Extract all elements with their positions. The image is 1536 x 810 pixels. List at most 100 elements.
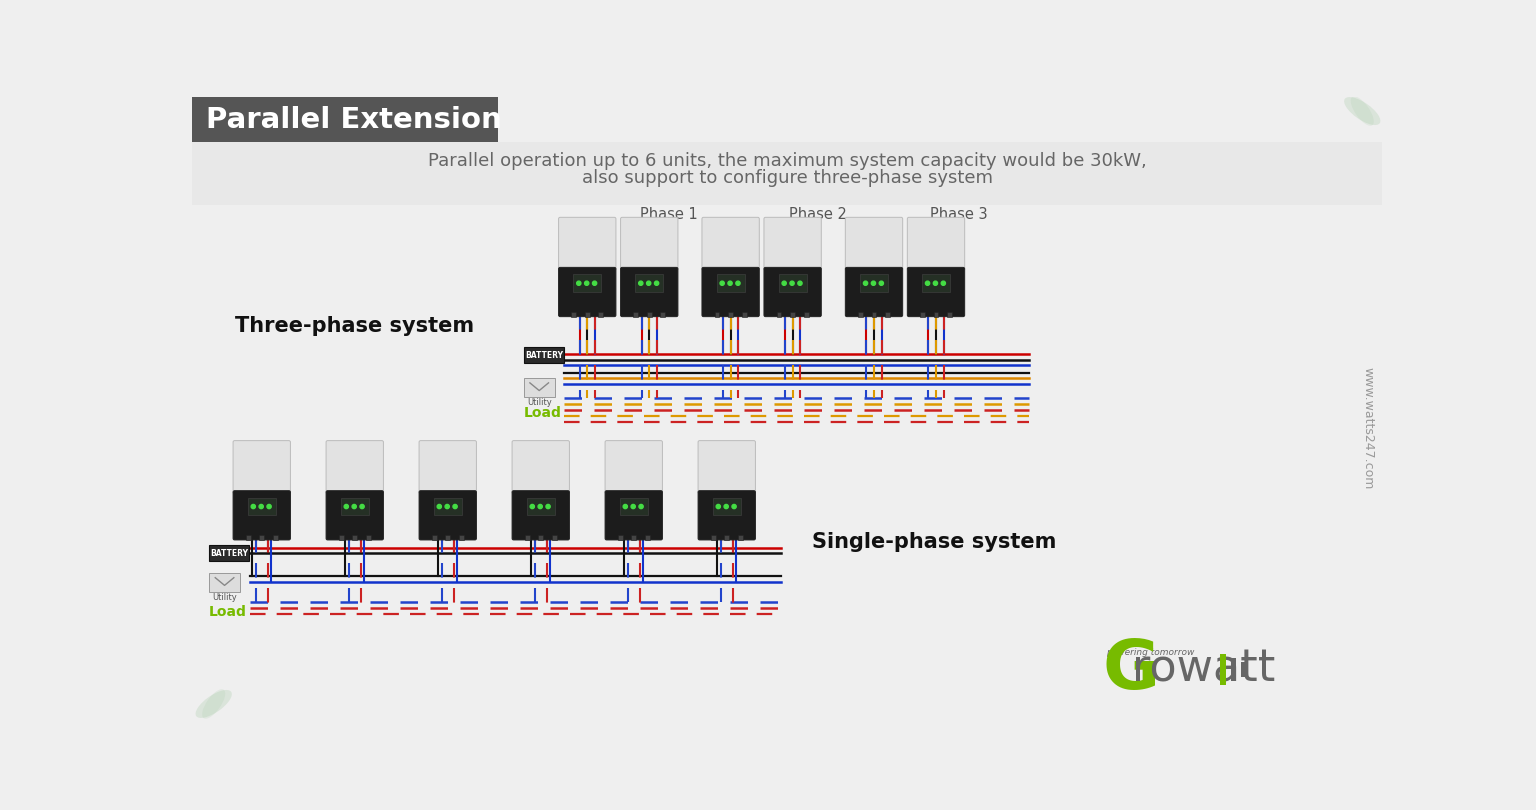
Bar — [713, 498, 740, 515]
FancyBboxPatch shape — [326, 491, 384, 540]
FancyBboxPatch shape — [419, 491, 476, 540]
FancyBboxPatch shape — [908, 267, 965, 317]
Circle shape — [624, 505, 627, 509]
Text: also support to configure three-phase system: also support to configure three-phase sy… — [582, 169, 992, 187]
FancyBboxPatch shape — [559, 267, 616, 317]
Bar — [777, 312, 782, 317]
Circle shape — [728, 281, 733, 285]
Bar — [366, 535, 370, 540]
Bar — [885, 312, 889, 317]
Bar — [647, 312, 651, 317]
FancyBboxPatch shape — [697, 491, 756, 540]
Circle shape — [593, 281, 596, 285]
Bar — [922, 275, 951, 292]
Text: BATTERY: BATTERY — [525, 351, 562, 360]
Circle shape — [453, 505, 458, 509]
FancyBboxPatch shape — [697, 441, 756, 494]
Bar — [716, 275, 745, 292]
Bar — [246, 535, 250, 540]
FancyBboxPatch shape — [702, 217, 759, 271]
Ellipse shape — [203, 689, 226, 718]
Text: Single-phase system: Single-phase system — [813, 532, 1057, 552]
Bar — [585, 312, 590, 317]
Text: www.watts247.com: www.watts247.com — [1362, 367, 1375, 489]
Circle shape — [585, 281, 588, 285]
Bar — [459, 535, 464, 540]
Circle shape — [654, 281, 659, 285]
Bar — [934, 312, 938, 317]
Circle shape — [782, 281, 786, 285]
Bar — [273, 535, 278, 540]
Circle shape — [797, 281, 802, 285]
Circle shape — [530, 505, 535, 509]
Bar — [192, 97, 498, 142]
Circle shape — [934, 281, 937, 285]
Text: powering tomorrow: powering tomorrow — [1106, 648, 1195, 657]
Text: Load: Load — [524, 406, 562, 420]
Bar — [948, 312, 952, 317]
FancyBboxPatch shape — [621, 267, 677, 317]
Bar — [728, 312, 733, 317]
Bar — [619, 498, 648, 515]
Circle shape — [639, 505, 644, 509]
Circle shape — [647, 281, 651, 285]
FancyBboxPatch shape — [908, 217, 965, 271]
FancyBboxPatch shape — [511, 491, 570, 540]
Circle shape — [871, 281, 876, 285]
Circle shape — [723, 505, 728, 509]
FancyBboxPatch shape — [326, 441, 384, 494]
Bar — [352, 535, 356, 540]
Bar — [571, 312, 576, 317]
Circle shape — [925, 281, 929, 285]
Ellipse shape — [1350, 96, 1373, 126]
Ellipse shape — [195, 690, 232, 718]
FancyBboxPatch shape — [605, 491, 662, 540]
Circle shape — [639, 281, 644, 285]
Bar — [524, 378, 554, 397]
Bar — [803, 312, 808, 317]
Bar — [525, 535, 530, 540]
Text: rowatt: rowatt — [1132, 648, 1275, 691]
Circle shape — [631, 505, 636, 509]
Bar — [714, 312, 719, 317]
Bar — [636, 275, 664, 292]
Text: Three-phase system: Three-phase system — [235, 316, 473, 336]
Bar — [539, 535, 544, 540]
Circle shape — [736, 281, 740, 285]
Bar — [860, 275, 888, 292]
Text: Utility: Utility — [527, 399, 551, 407]
Circle shape — [545, 505, 550, 509]
FancyBboxPatch shape — [559, 217, 616, 271]
Bar — [737, 535, 742, 540]
FancyBboxPatch shape — [763, 217, 822, 271]
Circle shape — [790, 281, 794, 285]
Text: Phase 1: Phase 1 — [641, 207, 697, 222]
Bar — [527, 498, 554, 515]
Bar — [260, 535, 264, 540]
Bar — [341, 498, 369, 515]
Bar — [725, 535, 730, 540]
Bar — [633, 312, 637, 317]
Bar — [192, 142, 1382, 205]
Bar — [711, 535, 716, 540]
Bar — [791, 312, 796, 317]
Bar — [617, 535, 622, 540]
FancyBboxPatch shape — [702, 267, 759, 317]
Text: Utility: Utility — [212, 593, 237, 602]
Bar — [573, 275, 602, 292]
Bar — [1241, 662, 1246, 677]
Text: BATTERY: BATTERY — [210, 548, 249, 557]
FancyBboxPatch shape — [845, 267, 903, 317]
Circle shape — [942, 281, 946, 285]
Ellipse shape — [1344, 97, 1381, 125]
Circle shape — [352, 505, 356, 509]
Circle shape — [260, 505, 263, 509]
Bar — [631, 535, 636, 540]
Bar — [1230, 658, 1236, 681]
Bar — [920, 312, 925, 317]
Bar — [339, 535, 344, 540]
FancyBboxPatch shape — [233, 491, 290, 540]
Bar — [247, 498, 276, 515]
Circle shape — [863, 281, 868, 285]
Bar — [1221, 654, 1226, 684]
